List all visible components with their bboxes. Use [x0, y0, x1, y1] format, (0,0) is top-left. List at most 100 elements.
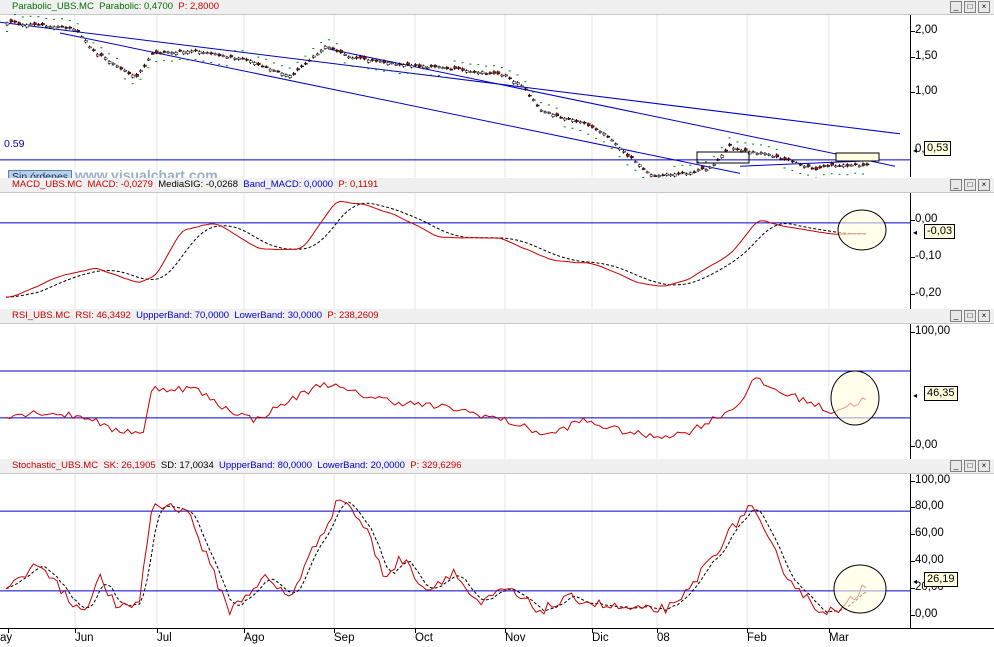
rsi-y-tick: 0,00: [915, 439, 938, 451]
candle: [512, 81, 516, 84]
sar-dot: [579, 129, 582, 131]
x-tick: [592, 629, 593, 633]
stoch-maximize-button[interactable]: □: [964, 460, 976, 472]
candle: [5, 22, 10, 26]
rsi-header-1: RSI: 46,3492: [75, 310, 131, 321]
sar-dot: [524, 81, 527, 83]
macd-y-tickmark: [911, 257, 915, 258]
stoch-minimize-button[interactable]: _: [950, 460, 962, 472]
sar-dot: [587, 133, 590, 135]
candle: [469, 71, 473, 73]
sar-dot: [689, 164, 692, 166]
x-label-dic: Dic: [592, 632, 609, 644]
stoch-close-button[interactable]: ×: [978, 460, 990, 472]
candle: [689, 172, 693, 175]
sar-dot: [712, 156, 715, 158]
candle: [767, 154, 772, 156]
stoch-header-1: SK: 26,1905: [103, 460, 156, 471]
candle: [107, 61, 112, 64]
x-tick: [75, 629, 76, 633]
sar-dot: [547, 104, 550, 106]
stoch-y-tick: 100,00: [915, 474, 951, 486]
rsi-minimize-button[interactable]: _: [950, 310, 962, 322]
sar-dot: [807, 174, 810, 176]
sar-dot: [21, 16, 24, 18]
candle: [795, 162, 799, 164]
price-panel: Parabolic_UBS.MC Parabolic: 0,4700 P: 2,…: [0, 0, 994, 185]
candle: [681, 171, 685, 174]
macd-header-text: MACD_UBS.MC MACD: -0,0279 MediaSIG: -0,0…: [12, 179, 378, 190]
sar-dot: [477, 64, 480, 66]
sar-dot: [249, 52, 252, 54]
stoch-y-axis: 100,00 80,00 60,00 40,00 20,00 0,00 ◂ 26…: [911, 474, 994, 628]
candle: [147, 58, 151, 61]
rsi-close-button[interactable]: ×: [978, 310, 990, 322]
stoch-panel: Stochastic_UBS.MC SK: 26,1905 SD: 17,003…: [0, 459, 994, 628]
stoch-header-text: Stochastic_UBS.MC SK: 26,1905 SD: 17,003…: [12, 460, 462, 471]
rsi-plot[interactable]: [0, 324, 911, 459]
price-plot[interactable]: 0.59 Sin órdenes www.visualchart.com: [0, 14, 911, 185]
candle: [99, 53, 104, 56]
candle: [276, 70, 281, 73]
candle: [268, 68, 273, 72]
macd-y-tick: -0,20: [915, 287, 942, 299]
rsi-chart-svg: [0, 324, 910, 459]
macd-minimize-button[interactable]: _: [950, 179, 962, 191]
candle: [406, 62, 410, 65]
macd-y-tick: -0,10: [915, 250, 942, 262]
candle: [186, 51, 190, 54]
stoch-header-3: UppperBand: 80,0000: [219, 460, 312, 471]
price-panel-header: Parabolic_UBS.MC Parabolic: 0,4700 P: 2,…: [0, 0, 994, 15]
sar-dot: [13, 14, 16, 16]
macd-last-marker: ◂: [913, 228, 918, 237]
x-label-ago: Ago: [244, 632, 265, 644]
candle: [390, 62, 395, 64]
sar-dot: [351, 65, 354, 67]
candle: [315, 53, 320, 56]
candle: [590, 125, 595, 128]
macd-maximize-button[interactable]: □: [964, 179, 976, 191]
stoch-plot[interactable]: [0, 474, 911, 628]
rsi-maximize-button[interactable]: □: [964, 310, 976, 322]
candle: [382, 60, 387, 63]
macd-plot[interactable]: [0, 193, 911, 309]
macd-close-button[interactable]: ×: [978, 179, 990, 191]
candle: [308, 59, 312, 62]
candle: [253, 62, 257, 65]
candle: [791, 160, 795, 163]
sar-dot: [115, 57, 118, 59]
candle: [744, 148, 748, 151]
candle: [441, 67, 446, 69]
candle: [178, 49, 183, 52]
sar-dot: [312, 47, 315, 49]
sar-dot: [131, 83, 134, 85]
sar-dot: [540, 102, 543, 104]
sar-dot: [218, 63, 221, 65]
candle: [84, 40, 88, 43]
candle: [257, 62, 261, 65]
sar-dot: [186, 59, 189, 61]
sar-dot: [100, 47, 103, 49]
rsi-panel-header: RSI_UBS.MC RSI: 46,3492 UppperBand: 70,0…: [0, 309, 994, 324]
highlight-box: [835, 152, 880, 162]
candle: [740, 149, 744, 152]
macd-y-tickmark: [911, 220, 915, 221]
price-minimize-button[interactable]: _: [950, 1, 962, 13]
candle: [437, 66, 442, 69]
price-maximize-button[interactable]: □: [964, 1, 976, 13]
sar-dot: [485, 65, 488, 67]
candle: [775, 154, 779, 158]
candle: [103, 57, 108, 60]
candle: [76, 30, 80, 32]
sar-dot: [328, 39, 331, 41]
price-last-value: 0,53: [924, 141, 952, 156]
candle: [162, 51, 167, 53]
candle: [857, 165, 862, 168]
price-close-button[interactable]: ×: [978, 1, 990, 13]
sar-dot: [728, 137, 731, 139]
sar-dot: [382, 70, 385, 72]
candle: [115, 65, 120, 68]
stoch-y-tickmark: [911, 481, 915, 482]
candle: [56, 26, 61, 28]
candle: [96, 53, 100, 57]
